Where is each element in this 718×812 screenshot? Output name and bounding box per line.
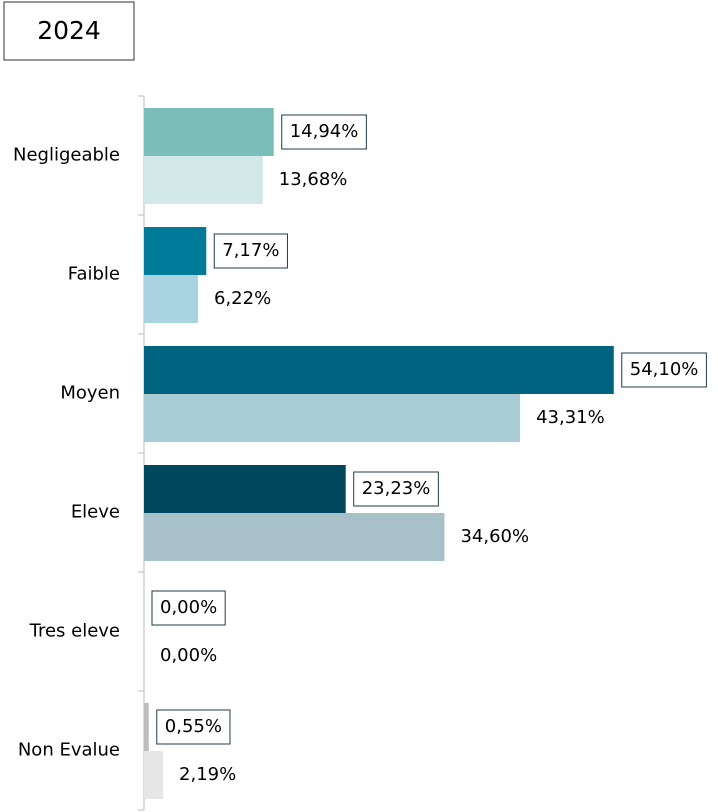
value-label: 6,22% xyxy=(214,288,271,309)
chart-title: 2024 xyxy=(37,16,101,45)
title-box xyxy=(3,1,135,61)
value-label: 43,31% xyxy=(536,407,605,428)
value-label: 13,68% xyxy=(279,169,348,190)
value-label: 54,10% xyxy=(630,359,699,380)
bar xyxy=(144,465,346,513)
value-label-box xyxy=(281,114,367,150)
bar xyxy=(144,703,149,751)
value-label-box xyxy=(621,352,707,388)
value-label: 14,94% xyxy=(290,121,359,142)
value-label-box xyxy=(213,233,288,269)
category-label: Non Evalue xyxy=(18,740,120,761)
value-label: 23,23% xyxy=(362,478,431,499)
bar xyxy=(144,275,199,323)
bar xyxy=(144,346,614,394)
value-label: 2,19% xyxy=(179,764,236,785)
value-label: 7,17% xyxy=(222,240,279,261)
bar xyxy=(144,108,274,156)
category-label: Tres eleve xyxy=(29,621,120,642)
value-label: 34,60% xyxy=(460,526,529,547)
bar xyxy=(144,513,445,561)
value-label-box xyxy=(151,590,226,626)
bar xyxy=(144,394,521,442)
value-label-box xyxy=(156,709,231,745)
bar xyxy=(144,227,207,275)
category-label: Moyen xyxy=(60,383,120,404)
category-label: Negligeable xyxy=(13,145,120,166)
category-label: Eleve xyxy=(71,502,120,523)
value-label-box xyxy=(353,471,439,507)
bar xyxy=(144,751,164,799)
category-label: Faible xyxy=(68,264,120,285)
bar xyxy=(144,156,263,204)
value-label: 0,00% xyxy=(160,597,217,618)
value-label: 0,55% xyxy=(165,716,222,737)
value-label: 0,00% xyxy=(160,645,217,666)
